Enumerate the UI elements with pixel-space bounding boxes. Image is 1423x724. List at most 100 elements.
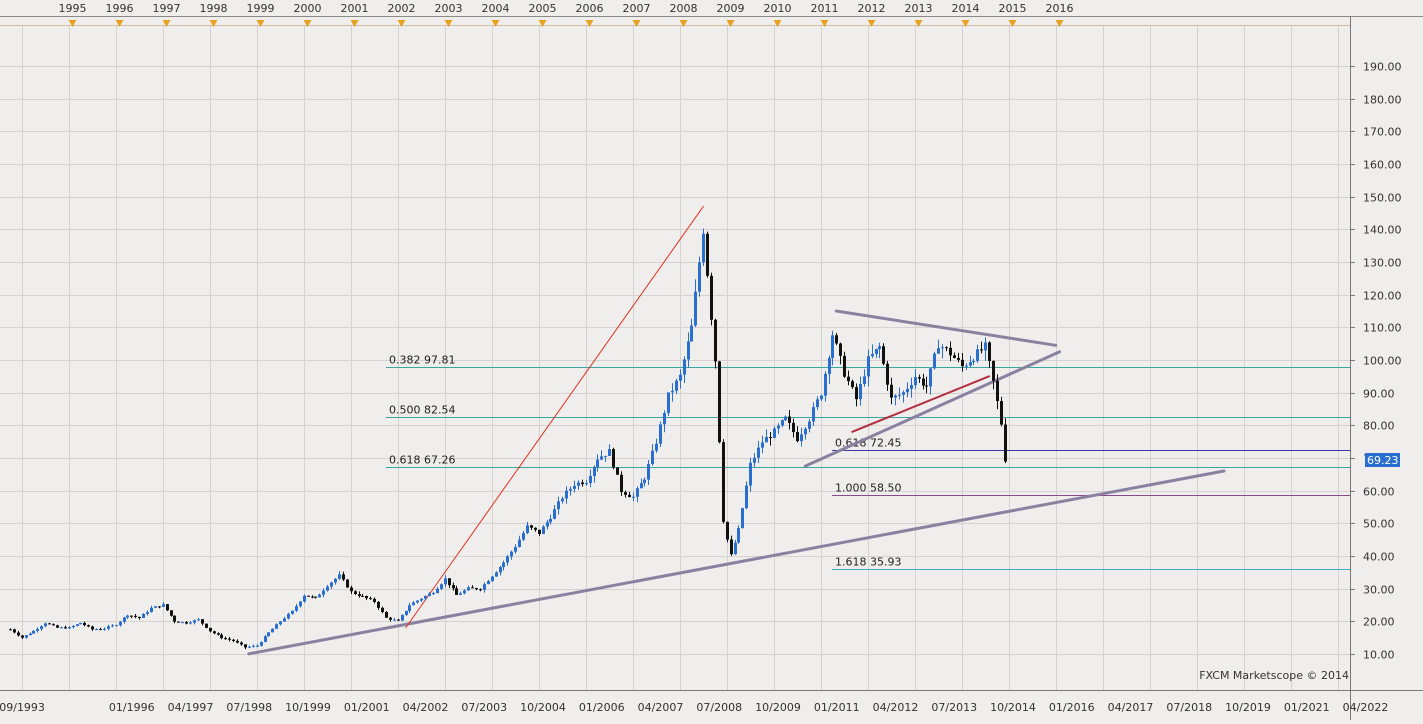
candle-body xyxy=(201,619,204,624)
candle-body xyxy=(115,625,118,627)
candle-body xyxy=(440,584,443,589)
candle-body xyxy=(647,464,650,480)
candle-body xyxy=(40,626,43,629)
candle-body xyxy=(871,354,874,357)
candle-body xyxy=(918,377,921,379)
candle-body xyxy=(886,363,889,385)
candle-body xyxy=(847,376,850,382)
candle-body xyxy=(741,508,744,529)
candle-body xyxy=(761,442,764,448)
y-tick-label: 30.00 xyxy=(1363,584,1395,597)
candle-body xyxy=(287,613,290,619)
candle-body xyxy=(448,578,451,586)
candle-body xyxy=(878,346,881,349)
candle-body xyxy=(455,588,458,595)
bottom-date-label: 10/2014 xyxy=(990,701,1036,714)
candle-body xyxy=(835,335,838,344)
candle-body xyxy=(295,606,298,611)
year-marker-icon xyxy=(726,20,735,27)
candle-body xyxy=(126,615,129,618)
candle-body xyxy=(671,390,674,393)
candle-body xyxy=(514,547,517,552)
trendline xyxy=(803,350,1062,468)
candle-body xyxy=(72,625,75,628)
candle-body xyxy=(600,456,603,460)
candle-body xyxy=(949,347,952,356)
year-marker-icon xyxy=(538,20,547,27)
candle-body xyxy=(710,275,713,320)
fib-level-label: 1.618 35.93 xyxy=(835,556,901,569)
candle-body xyxy=(444,578,447,585)
candle-body xyxy=(589,476,592,484)
candle-body xyxy=(530,525,533,528)
candle-body xyxy=(839,343,842,356)
candle-body xyxy=(675,380,678,391)
candle-body xyxy=(573,485,576,489)
candle-body xyxy=(737,528,740,543)
year-marker-icon xyxy=(1008,20,1017,27)
candle-body xyxy=(843,355,846,377)
candle-body xyxy=(361,595,364,597)
candle-body xyxy=(389,617,392,620)
top-year-label: 2006 xyxy=(576,2,604,15)
candle-body xyxy=(714,319,717,362)
candle-body xyxy=(534,527,537,530)
year-marker-icon xyxy=(632,20,641,27)
candle-body xyxy=(275,624,278,629)
chart-watermark: FXCM Marketscope © 2014 xyxy=(1199,669,1349,682)
candle-body xyxy=(256,645,259,647)
bottom-date-label: 09/1993 xyxy=(0,701,45,714)
candle-body xyxy=(267,632,270,637)
candle-body xyxy=(706,233,709,276)
trendline xyxy=(405,206,704,629)
year-marker-icon xyxy=(679,20,688,27)
candle-body xyxy=(553,509,556,519)
candle-body xyxy=(792,422,795,433)
y-tick-label: 130.00 xyxy=(1363,257,1402,270)
candle-body xyxy=(142,613,145,618)
y-tick-label: 10.00 xyxy=(1363,649,1395,662)
candle-body xyxy=(702,233,705,263)
candle-body xyxy=(475,588,478,590)
candle-body xyxy=(185,622,188,624)
year-marker-icon xyxy=(491,20,500,27)
top-year-label: 2001 xyxy=(341,2,369,15)
top-year-label: 2007 xyxy=(623,2,651,15)
candle-body xyxy=(424,595,427,599)
candle-body xyxy=(354,591,357,595)
candle-body xyxy=(314,596,317,598)
candle-body xyxy=(318,594,321,598)
candle-body xyxy=(193,620,196,623)
candle-body xyxy=(393,619,396,621)
bottom-date-label: 04/1997 xyxy=(168,701,214,714)
candle-body xyxy=(898,394,901,396)
fib-level-label: 1.000 58.50 xyxy=(835,482,901,495)
candle-body xyxy=(679,374,682,381)
year-marker-icon xyxy=(773,20,782,27)
candle-body xyxy=(604,455,607,457)
top-year-label: 1997 xyxy=(153,2,181,15)
candle-body xyxy=(593,467,596,477)
candle-body xyxy=(546,522,549,527)
candle-body xyxy=(495,572,498,577)
candle-body xyxy=(957,357,960,360)
candle-body xyxy=(401,615,404,621)
y-tick-label: 170.00 xyxy=(1363,126,1402,139)
candle-body xyxy=(467,587,470,591)
y-tick-label: 190.00 xyxy=(1363,61,1402,74)
candle-body xyxy=(29,633,32,636)
year-marker-icon xyxy=(115,20,124,27)
candle-body xyxy=(303,595,306,602)
candle-body xyxy=(596,459,599,468)
candle-body xyxy=(365,596,368,599)
candle-body xyxy=(745,485,748,509)
bottom-date-label: 04/2002 xyxy=(403,701,449,714)
candle-body xyxy=(420,598,423,601)
candle-body xyxy=(820,395,823,400)
candle-body xyxy=(565,490,568,499)
candle-body xyxy=(632,496,635,498)
candle-body xyxy=(1004,424,1007,462)
candle-body xyxy=(526,525,529,534)
y-tick-label: 50.00 xyxy=(1363,518,1395,531)
